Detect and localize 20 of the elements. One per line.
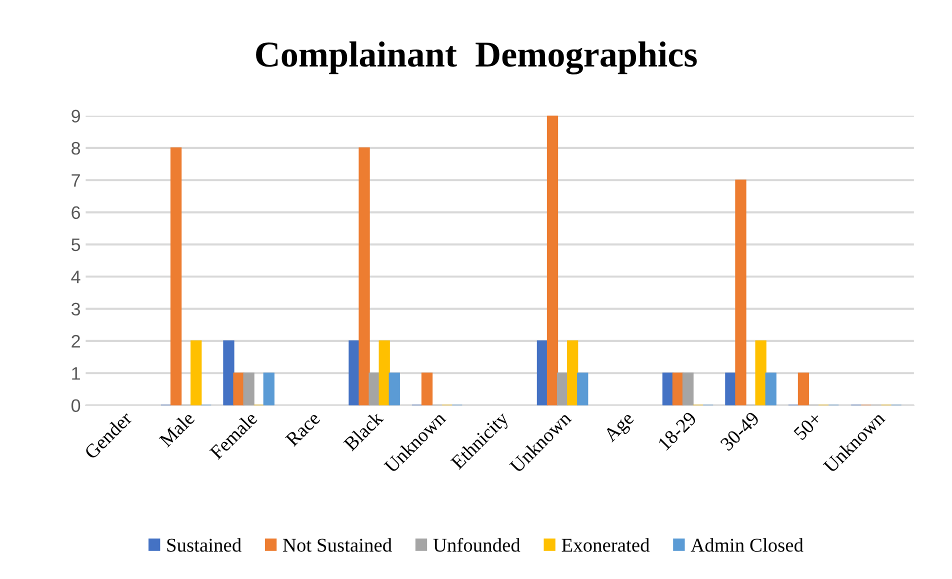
- legend-label: Not Sustained: [283, 538, 392, 552]
- legend-label: Exonerated: [562, 538, 650, 552]
- chart-title: Complainant Demographics: [256, 41, 697, 74]
- y-tick-label: 1: [72, 367, 80, 380]
- x-tick-label: Male: [158, 410, 196, 448]
- x-tick-label: Race: [285, 411, 321, 447]
- x-tick-label: 50+: [793, 411, 823, 441]
- y-tick-label: 7: [72, 174, 80, 187]
- legend-label: Sustained: [167, 538, 242, 552]
- y-tick-label: 3: [71, 302, 80, 316]
- legend-label: Unfounded: [433, 538, 520, 552]
- y-tick-label: 4: [71, 270, 80, 284]
- y-tick-label: 6: [72, 206, 80, 220]
- y-tick-label: 9: [72, 110, 80, 123]
- legend-label: Admin Closed: [690, 538, 804, 552]
- x-tick-label: Age: [602, 411, 638, 446]
- y-tick-label: 5: [72, 238, 80, 252]
- y-tick-label: 0: [71, 399, 80, 412]
- y-tick-label: 2: [72, 334, 80, 348]
- y-tick-label: 8: [72, 142, 80, 155]
